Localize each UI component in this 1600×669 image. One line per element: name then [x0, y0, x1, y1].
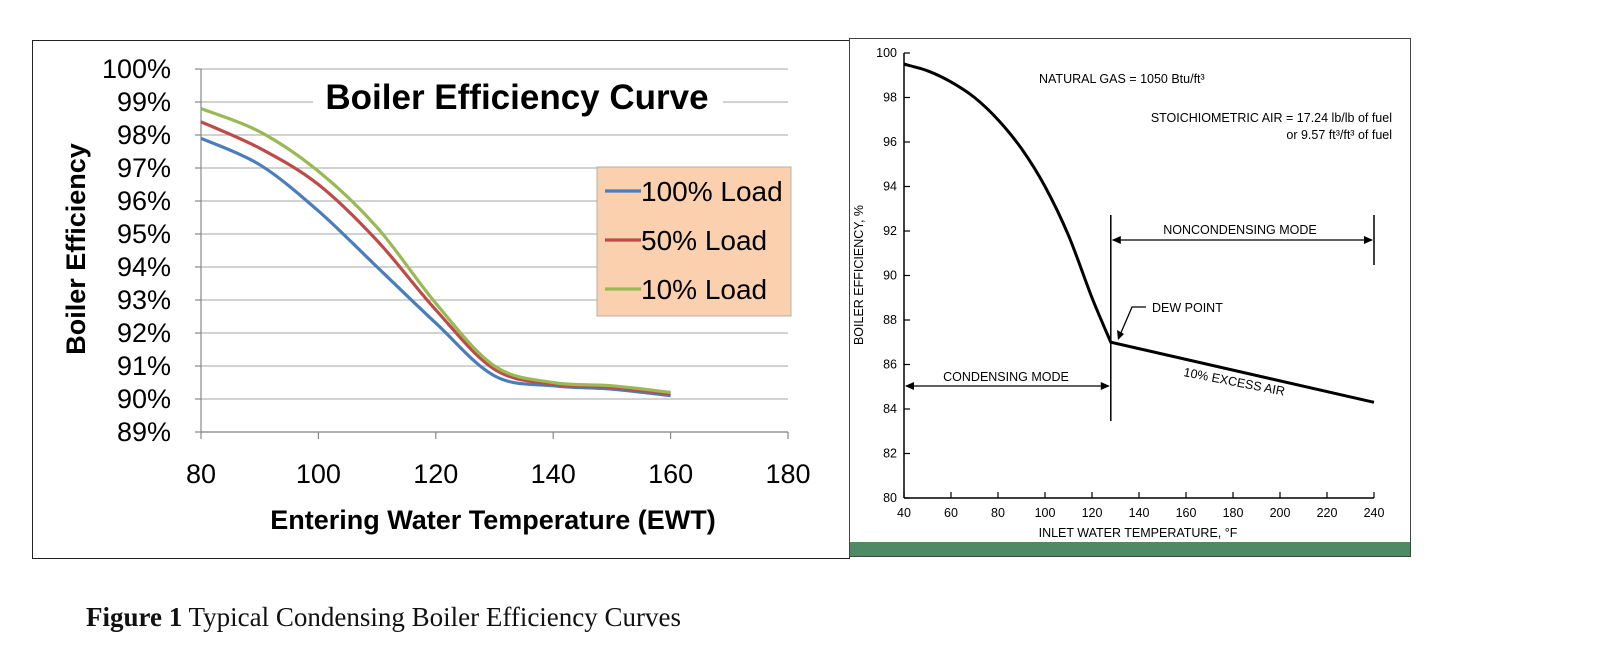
natural-gas-note: NATURAL GAS = 1050 Btu/ft³: [1039, 72, 1205, 86]
condensing-mode-label: CONDENSING MODE: [943, 370, 1069, 384]
y-tick-label: 93%: [117, 285, 171, 315]
y-tick-label: 86: [883, 358, 897, 372]
boiler-efficiency-curve-chart: 89% 90% 91% 92% 93% 94% 95% 96% 97% 98% 99% 100% 80 1…: [32, 40, 850, 559]
chart-title: Boiler Efficiency Curve: [325, 78, 708, 117]
efficiency-curve: [903, 62, 1375, 404]
figure-caption-text: Typical Condensing Boiler Efficiency Cur…: [182, 602, 682, 632]
y-tick-label: 91%: [117, 351, 171, 381]
noncondensing-arrow-left-head: [1111, 236, 1121, 244]
condensing-arrow-right-head: [1100, 382, 1110, 390]
y-tick-label: 98%: [117, 120, 171, 150]
x-tick-label: 160: [1176, 506, 1197, 520]
y-tick-label: 96: [883, 135, 897, 149]
y-tick-label: 94%: [117, 252, 171, 282]
legend-label-3: 10% Load: [641, 274, 767, 305]
y-tick-label: 96%: [117, 186, 171, 216]
noncondensing-arrow-right-head: [1364, 236, 1373, 244]
x-tick-label: 100: [1035, 506, 1056, 520]
x-tick-label: 100: [296, 459, 341, 489]
x-tick-label: 200: [1270, 506, 1291, 520]
x-tick-label: 60: [944, 506, 958, 520]
x-tick-label: 80: [991, 506, 1005, 520]
legend-label-2: 50% Load: [641, 225, 767, 256]
stoichiometric-note-line1: STOICHIOMETRIC AIR = 17.24 lb/lb of fuel: [1151, 111, 1392, 125]
source-footer-band: [850, 542, 1410, 556]
title-background: [313, 71, 723, 121]
y-tick-label: 100%: [102, 54, 171, 84]
y-tick-label: 98: [883, 91, 897, 105]
y-tick-label: 99%: [117, 87, 171, 117]
left-chart-svg: 89%90%91%92%93%94%95%96%97%98%99%100% 80 1…: [61, 54, 811, 535]
y-axis-label: Boiler Efficiency: [61, 143, 91, 355]
noncondensing-mode-label: NONCONDENSING MODE: [1163, 223, 1316, 237]
x-tick-label: 120: [413, 459, 458, 489]
y-tick-label: 92: [883, 224, 897, 238]
x-axis-label: Entering Water Temperature (EWT): [270, 505, 716, 535]
x-tick-label: 240: [1364, 506, 1385, 520]
y-tick-label: 94: [883, 180, 897, 194]
ashrae-boiler-efficiency-chart: 80 82 84 86 88 90 92 94 96 98 100 40 60 80 100 120 140 16…: [849, 38, 1411, 557]
x-tick-label: 220: [1317, 506, 1338, 520]
x-axis-label: INLET WATER TEMPERATURE, °F: [1039, 526, 1238, 540]
x-tick-label: 160: [648, 459, 693, 489]
dew-point-label: DEW POINT: [1152, 301, 1223, 315]
y-tick-label: 90: [883, 269, 897, 283]
stoichiometric-note-line2: or 9.57 ft³/ft³ of fuel: [1286, 128, 1392, 142]
x-tick-label: 180: [765, 459, 810, 489]
dew-point-pointer: [1119, 306, 1146, 336]
x-tick-label: 120: [1082, 506, 1103, 520]
y-tick-label: 100: [876, 46, 897, 60]
figure-label: Figure 1: [86, 602, 183, 632]
y-tick-label: 92%: [117, 318, 171, 348]
figure-caption: Figure 1 Typical Condensing Boiler Effic…: [86, 602, 681, 633]
y-tick-label: 90%: [117, 384, 171, 414]
y-tick-label: 80: [883, 491, 897, 505]
right-chart-svg: 80 82 84 86 88 90 92 94 96 98 100 40 60 80 100 120 140 16…: [852, 46, 1392, 540]
y-tick-label: 97%: [117, 153, 171, 183]
x-tick-label: 180: [1223, 506, 1244, 520]
x-tick-label: 140: [1129, 506, 1150, 520]
legend-label-1: 100% Load: [641, 176, 783, 207]
y-tick-label: 89%: [117, 417, 171, 447]
dew-point-pointer-head: [1117, 330, 1124, 340]
y-tick-label: 84: [883, 402, 897, 416]
y-tick-label: 95%: [117, 219, 171, 249]
x-tick-label: 80: [186, 459, 216, 489]
y-tick-label: 82: [883, 447, 897, 461]
series-line-3: [200, 107, 671, 394]
y-axis-label: BOILER EFFICIENCY, %: [852, 205, 866, 345]
x-tick-label: 40: [897, 506, 911, 520]
x-tick-label: 140: [531, 459, 576, 489]
y-tick-label: 88: [883, 313, 897, 327]
condensing-arrow-left-head: [905, 382, 914, 390]
